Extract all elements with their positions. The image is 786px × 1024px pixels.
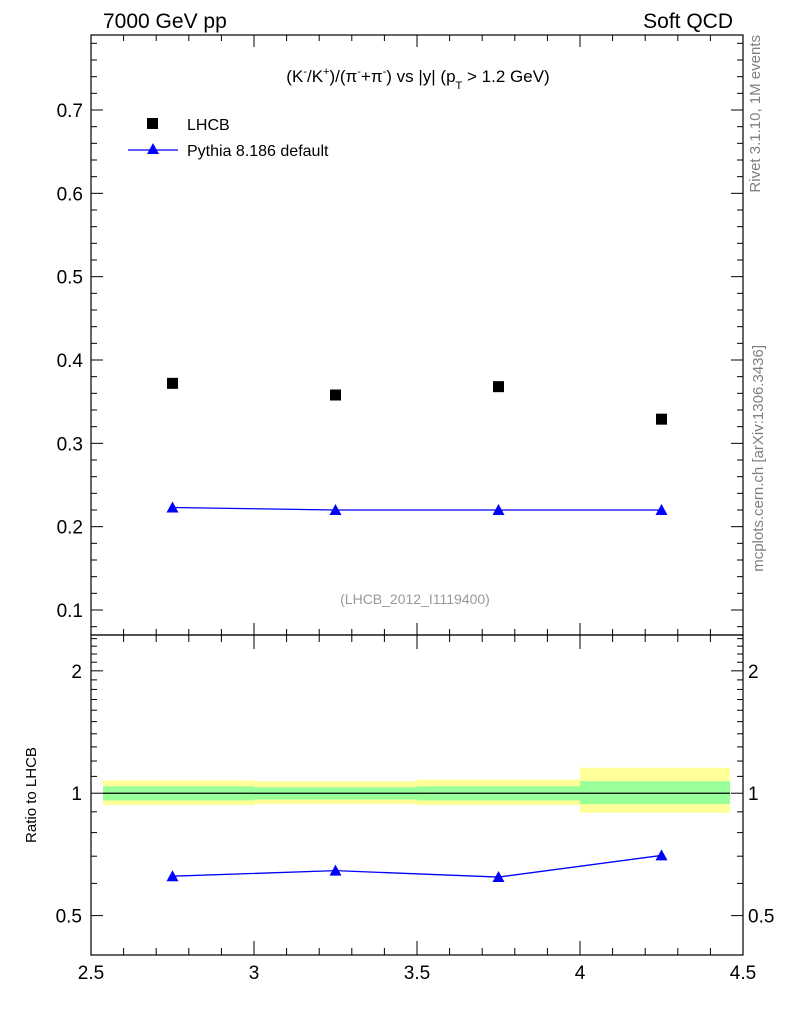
x-axis-tick-label: 3.5 xyxy=(404,963,430,984)
rivet-version-label: Rivet 3.1.10, 1M events xyxy=(747,35,764,193)
main-ytick-label: 0.7 xyxy=(57,101,83,122)
legend: LHCB Pythia 8.186 default xyxy=(128,117,329,160)
lhcb-data-point xyxy=(167,377,178,389)
pythia-series-line xyxy=(172,506,662,511)
ratio-ytick-label-left: 1 xyxy=(71,784,82,805)
x-axis-tick-label: 4.5 xyxy=(730,963,756,984)
ratio-ytick-label-right: 2 xyxy=(748,662,759,683)
ratio-pythia-line xyxy=(172,854,662,878)
legend-pythia-label: Pythia 8.186 default xyxy=(187,143,329,160)
lhcb-data-point xyxy=(656,413,667,425)
pythia-data-point xyxy=(166,501,179,513)
main-ytick-label: 0.5 xyxy=(57,268,83,289)
analysis-watermark: (LHCB_2012_I1119400) xyxy=(340,591,490,607)
header-process-label: Soft QCD xyxy=(643,10,733,33)
ratio-ytick-label-right: 0.5 xyxy=(748,907,774,928)
ratio-pythia-point xyxy=(166,870,179,882)
main-ytick-label: 0.6 xyxy=(57,184,83,205)
x-axis-tick-label: 2.5 xyxy=(78,963,104,984)
x-axis-tick-label: 4 xyxy=(575,963,586,984)
pythia-data-point xyxy=(492,504,505,515)
main-plot-title: (K-/K+)/(π-+π-) vs |y| (pT > 1.2 GeV) xyxy=(286,66,549,92)
lhcb-data-point xyxy=(330,389,341,401)
legend-lhcb-label: LHCB xyxy=(187,117,230,134)
x-axis-tick-label: 3 xyxy=(249,963,260,984)
ratio-pythia-point xyxy=(655,849,668,861)
ratio-ytick-label-left: 0.5 xyxy=(56,907,82,928)
ratio-panel: 0.5 0.5 1 1 2 2 2.5 3 3.5 4 4.5 Ratio to LHCB xyxy=(23,634,774,984)
pythia-data-point xyxy=(655,504,668,515)
main-ytick-label: 0.2 xyxy=(57,518,83,539)
source-reference-label: mcplots.cern.ch [arXiv:1306.3436] xyxy=(750,345,767,572)
main-panel: 0.1 0.2 0.3 0.4 0.5 0.6 0.7 (K-/K+)/(π-+π-) vs… xyxy=(57,34,744,636)
main-ytick-label: 0.1 xyxy=(57,601,83,622)
header-energy-label: 7000 GeV pp xyxy=(103,10,227,33)
ratio-y-axis-label: Ratio to LHCB xyxy=(23,747,40,843)
legend-lhcb-marker xyxy=(147,118,158,129)
ratio-pythia-point xyxy=(329,864,342,876)
ratio-pythia-point xyxy=(492,871,505,883)
lhcb-data-point xyxy=(493,381,504,393)
legend-pythia-marker xyxy=(147,143,159,154)
main-ytick-label: 0.3 xyxy=(57,434,83,455)
ratio-ytick-label-right: 1 xyxy=(748,784,759,805)
ratio-ytick-label-left: 2 xyxy=(71,662,82,683)
main-ytick-label: 0.4 xyxy=(57,351,84,372)
pythia-data-point xyxy=(329,504,342,515)
